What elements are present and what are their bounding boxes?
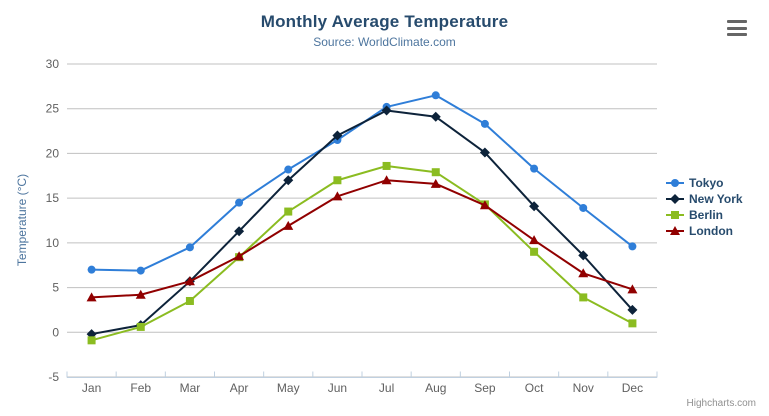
point-marker[interactable] <box>579 203 588 212</box>
y-axis-label: 5 <box>52 281 59 295</box>
point-marker[interactable] <box>136 266 145 275</box>
hamburger-icon <box>727 20 747 23</box>
x-axis-label: Jan <box>82 381 101 395</box>
point-marker[interactable] <box>234 226 245 237</box>
chart-subtitle: Source: WorldClimate.com <box>313 35 456 49</box>
x-axis-label: Oct <box>525 381 544 395</box>
legend-item-tokyo[interactable]: Tokyo <box>666 177 743 189</box>
legend-item-london[interactable]: London <box>666 225 743 237</box>
point-marker[interactable] <box>87 265 96 274</box>
y-axis-label: 25 <box>46 102 60 116</box>
y-axis-label: -5 <box>48 370 59 384</box>
point-marker[interactable] <box>578 250 589 261</box>
point-marker[interactable] <box>332 130 343 141</box>
legend-label: Berlin <box>689 208 724 222</box>
point-marker[interactable] <box>87 336 96 345</box>
point-marker[interactable] <box>431 168 440 177</box>
point-marker[interactable] <box>382 161 391 170</box>
highcharts-credits-link[interactable]: Highcharts.com <box>686 398 756 409</box>
x-axis-label: Jun <box>328 381 347 395</box>
legend-item-berlin[interactable]: Berlin <box>666 209 743 221</box>
point-marker[interactable] <box>136 322 145 331</box>
x-axis-label: Jul <box>379 381 394 395</box>
legend-marker-circle <box>666 179 684 187</box>
hamburger-icon <box>727 26 747 30</box>
point-marker[interactable] <box>529 201 540 212</box>
point-marker[interactable] <box>431 91 440 100</box>
point-marker[interactable] <box>234 251 245 261</box>
series-london[interactable] <box>86 175 638 302</box>
x-axis-label: Mar <box>180 381 201 395</box>
point-marker[interactable] <box>479 200 490 210</box>
y-axis-label: 0 <box>52 325 59 339</box>
point-marker <box>670 226 680 235</box>
series-new-york[interactable] <box>86 105 638 340</box>
point-marker[interactable] <box>627 284 638 294</box>
point-marker <box>671 211 679 219</box>
point-marker[interactable] <box>480 119 489 128</box>
legend-label: New York <box>689 192 743 206</box>
point-marker[interactable] <box>283 220 294 230</box>
point-marker[interactable] <box>185 296 194 305</box>
point-marker[interactable] <box>578 268 589 278</box>
point-marker[interactable] <box>284 165 293 174</box>
x-axis-label: Dec <box>622 381 643 395</box>
point-marker[interactable] <box>333 176 342 185</box>
point-marker[interactable] <box>235 198 244 207</box>
point-marker[interactable] <box>184 276 195 286</box>
export-menu-button[interactable] <box>725 18 749 38</box>
point-marker[interactable] <box>530 164 539 173</box>
point-marker[interactable] <box>579 293 588 302</box>
legend-label: Tokyo <box>689 176 724 190</box>
point-marker[interactable] <box>135 289 146 299</box>
y-axis-title: Temperature (°C) <box>15 173 29 267</box>
point-marker[interactable] <box>381 105 392 116</box>
chart-title: Monthly Average Temperature <box>260 12 509 31</box>
legend-marker-diamond <box>666 194 684 204</box>
legend-marker-triangle <box>666 226 684 235</box>
x-axis-label: Aug <box>425 381 446 395</box>
legend-marker-square <box>666 211 684 219</box>
x-axis-label: Nov <box>573 381 594 395</box>
point-marker[interactable] <box>284 207 293 216</box>
y-axis-label: 30 <box>46 57 60 71</box>
y-axis-label: 20 <box>46 146 60 160</box>
y-axis-label: 10 <box>46 236 60 250</box>
point-marker[interactable] <box>430 111 441 122</box>
x-axis-label: Feb <box>130 381 151 395</box>
x-axis-label: Apr <box>230 381 249 395</box>
hamburger-icon <box>727 33 747 36</box>
point-marker[interactable] <box>332 191 343 201</box>
y-axis-label: 15 <box>46 191 60 205</box>
x-axis-label: Sep <box>474 381 496 395</box>
series-tokyo[interactable] <box>87 91 637 275</box>
legend-label: London <box>689 224 733 238</box>
point-marker <box>670 194 680 204</box>
point-marker[interactable] <box>529 235 540 245</box>
legend: Tokyo New York Berlin London <box>666 177 743 237</box>
point-marker[interactable] <box>430 178 441 188</box>
point-marker[interactable] <box>283 175 294 186</box>
legend-item-new-york[interactable]: New York <box>666 193 743 205</box>
point-marker[interactable] <box>628 319 637 328</box>
point-marker[interactable] <box>86 292 97 302</box>
point-marker[interactable] <box>627 304 638 315</box>
point-marker[interactable] <box>381 175 392 185</box>
x-axis-label: May <box>277 381 300 395</box>
point-marker[interactable] <box>185 243 194 252</box>
point-marker[interactable] <box>479 147 490 158</box>
point-marker[interactable] <box>530 247 539 256</box>
point-marker[interactable] <box>628 242 637 251</box>
point-marker <box>671 179 679 187</box>
